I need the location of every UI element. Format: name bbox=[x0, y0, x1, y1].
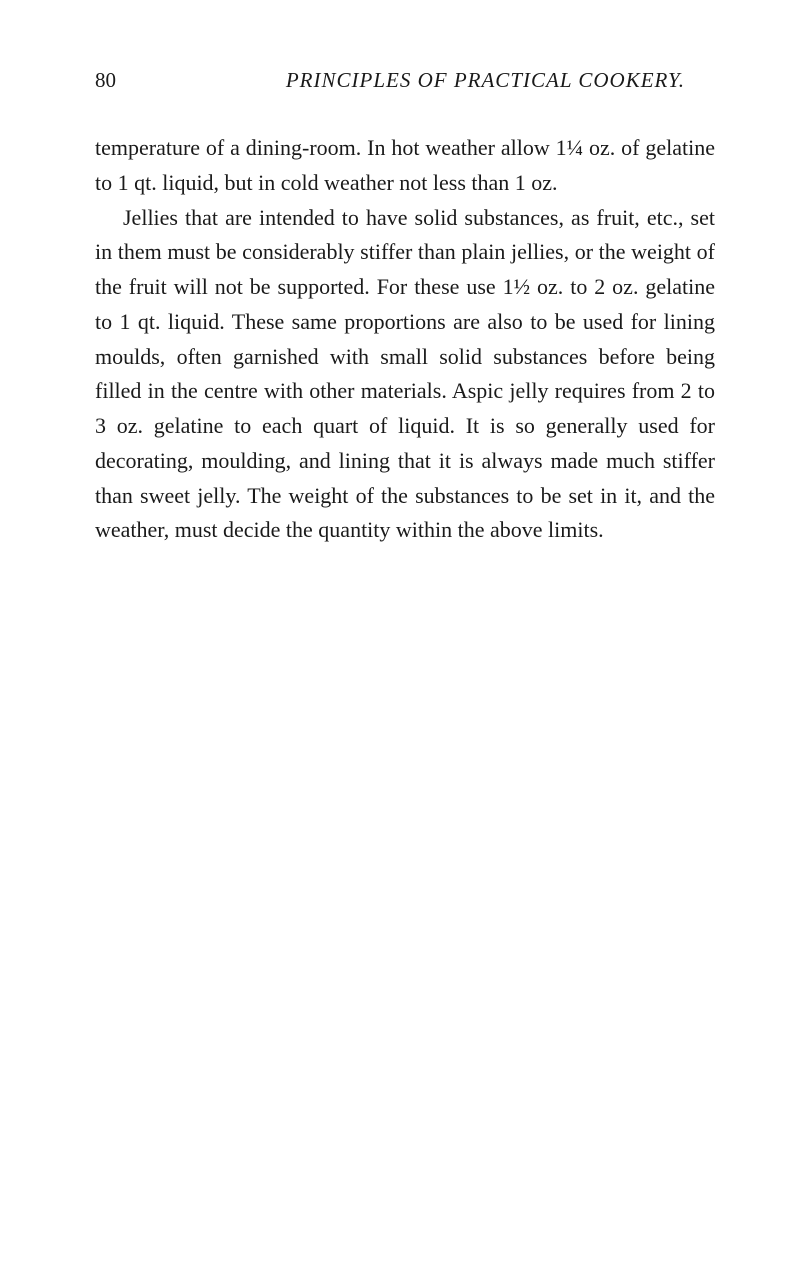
paragraph-continued: temperature of a dining-room. In hot wea… bbox=[95, 131, 715, 201]
page-title: PRINCIPLES OF PRACTICAL COOKERY. bbox=[286, 68, 685, 93]
page-number: 80 bbox=[95, 68, 116, 93]
page-header: 80 PRINCIPLES OF PRACTICAL COOKERY. bbox=[95, 68, 715, 93]
paragraph-main: Jellies that are intended to have solid … bbox=[95, 201, 715, 549]
body-content: temperature of a dining-room. In hot wea… bbox=[95, 131, 715, 548]
